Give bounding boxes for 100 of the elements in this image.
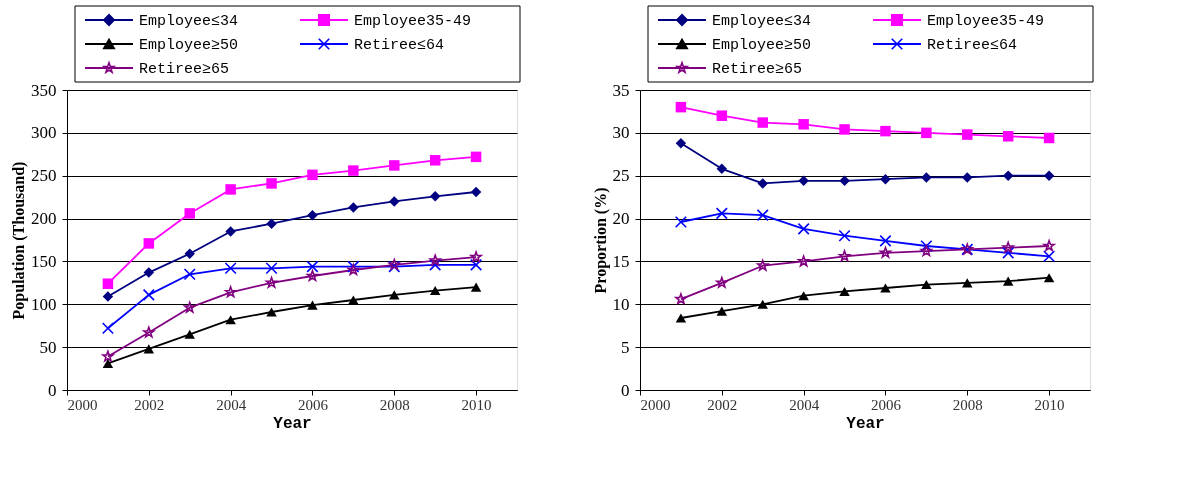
point bbox=[143, 267, 155, 278]
point bbox=[1043, 273, 1055, 283]
legend-label: Retiree≤64 bbox=[927, 37, 1018, 54]
point bbox=[798, 119, 809, 130]
point bbox=[880, 283, 891, 293]
point bbox=[389, 196, 400, 207]
point bbox=[716, 163, 728, 175]
point bbox=[921, 172, 932, 183]
point bbox=[225, 226, 236, 237]
point bbox=[715, 207, 728, 220]
x-tick-label: 2002 bbox=[134, 396, 165, 413]
point bbox=[183, 301, 196, 313]
point bbox=[962, 172, 973, 183]
y-tick-label: 5 bbox=[621, 337, 630, 357]
point bbox=[102, 278, 114, 289]
point bbox=[675, 101, 687, 113]
y-tick-label: 0 bbox=[621, 380, 630, 400]
point bbox=[757, 117, 768, 128]
x-tick-label: 2010 bbox=[1034, 396, 1065, 413]
point bbox=[674, 215, 687, 229]
point bbox=[470, 282, 482, 292]
legend-label: Employee≥50 bbox=[712, 37, 812, 54]
y-axis-title: Proportion (%) bbox=[591, 187, 610, 294]
point bbox=[757, 178, 768, 189]
x-tick-label: 2000 bbox=[67, 396, 98, 413]
point bbox=[1043, 132, 1055, 144]
point bbox=[470, 151, 482, 163]
y-tick-label: 250 bbox=[31, 166, 57, 186]
point bbox=[266, 218, 277, 229]
y-tick-label: 50 bbox=[39, 337, 57, 357]
legend-label: Employee35-49 bbox=[927, 13, 1045, 30]
legend-label: Employee≤34 bbox=[712, 13, 812, 30]
point bbox=[307, 300, 318, 310]
point bbox=[921, 280, 932, 290]
point bbox=[101, 322, 114, 335]
point bbox=[184, 329, 195, 339]
x-tick-label: 2010 bbox=[461, 396, 492, 413]
point bbox=[306, 260, 319, 273]
point bbox=[429, 258, 442, 271]
point bbox=[880, 173, 891, 185]
x-tick-label: 2008 bbox=[952, 396, 983, 413]
x-tick-label: 2004 bbox=[789, 396, 820, 413]
y-tick-label: 35 bbox=[612, 80, 630, 100]
y-tick-label: 30 bbox=[612, 123, 630, 143]
y-tick-label: 0 bbox=[48, 380, 57, 400]
point bbox=[429, 191, 441, 202]
y-tick-label: 100 bbox=[31, 294, 57, 314]
point bbox=[348, 165, 359, 176]
x-axis-title: Year bbox=[273, 414, 312, 433]
point bbox=[348, 295, 359, 305]
y-tick-label: 10 bbox=[612, 294, 630, 314]
point bbox=[1002, 276, 1014, 286]
point bbox=[797, 255, 810, 267]
point bbox=[675, 137, 687, 149]
point bbox=[225, 315, 236, 325]
point bbox=[920, 239, 933, 253]
point bbox=[184, 248, 195, 259]
point bbox=[102, 291, 114, 302]
point bbox=[838, 229, 851, 242]
y-tick-label: 15 bbox=[612, 251, 630, 271]
point bbox=[798, 291, 809, 301]
point bbox=[1043, 170, 1055, 181]
y-tick-label: 20 bbox=[612, 209, 630, 229]
x-tick-label: 2006 bbox=[297, 396, 329, 413]
point bbox=[306, 269, 319, 282]
point bbox=[716, 110, 728, 121]
point bbox=[266, 307, 277, 317]
legend-label: Employee≥50 bbox=[139, 37, 239, 54]
point bbox=[389, 290, 400, 300]
point bbox=[797, 222, 810, 235]
point bbox=[266, 178, 277, 189]
x-tick-label: 2008 bbox=[379, 396, 410, 413]
point bbox=[757, 299, 768, 309]
legend-label: Retiree≥65 bbox=[712, 61, 803, 78]
point bbox=[962, 278, 973, 288]
x-axis-title: Year bbox=[846, 414, 885, 433]
point bbox=[756, 259, 769, 271]
point bbox=[183, 268, 196, 281]
point bbox=[348, 202, 359, 213]
x-tick-label: 2004 bbox=[216, 396, 247, 413]
y-tick-label: 25 bbox=[612, 166, 630, 186]
legend-label: Employee≤34 bbox=[139, 13, 239, 30]
point bbox=[716, 306, 728, 316]
point bbox=[1002, 170, 1014, 181]
point bbox=[143, 238, 155, 249]
point bbox=[839, 175, 850, 187]
point bbox=[962, 129, 973, 140]
point bbox=[839, 124, 850, 135]
point bbox=[921, 127, 932, 139]
legend-label: Retiree≤64 bbox=[354, 37, 445, 54]
point bbox=[470, 258, 483, 271]
point bbox=[184, 208, 195, 219]
y-tick-label: 300 bbox=[31, 123, 57, 143]
point bbox=[470, 186, 482, 198]
x-tick-label: 2006 bbox=[870, 396, 902, 413]
y-tick-label: 200 bbox=[31, 209, 57, 229]
point bbox=[1002, 131, 1014, 142]
x-tick-label: 2000 bbox=[640, 396, 671, 413]
point bbox=[389, 160, 400, 171]
point bbox=[225, 184, 236, 195]
